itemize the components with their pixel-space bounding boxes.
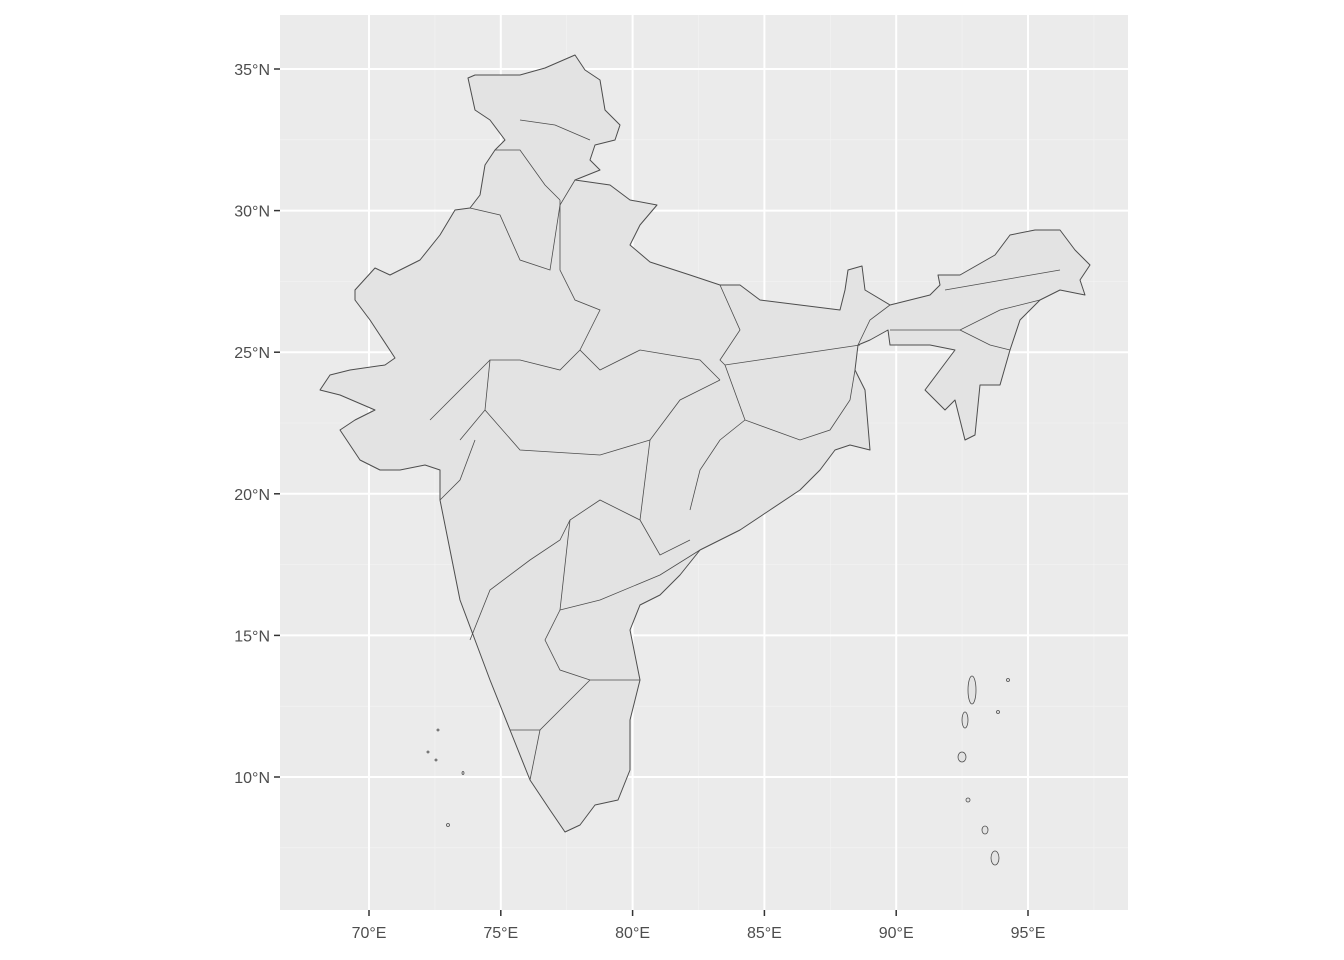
- state-border: [429, 359, 491, 421]
- state-border: [469, 499, 641, 641]
- y-tick-label: 35°N: [234, 62, 270, 79]
- island: [1006, 678, 1010, 682]
- state-border: [890, 299, 1041, 331]
- x-tick-label: 95°E: [1011, 925, 1046, 942]
- island: [961, 711, 969, 729]
- x-tick-label: 80°E: [615, 925, 650, 942]
- island: [434, 758, 438, 762]
- state-border: [439, 439, 476, 501]
- y-tick-label: 10°N: [234, 770, 270, 787]
- state-border: [459, 349, 581, 441]
- y-tick-label: 20°N: [234, 487, 270, 504]
- island: [967, 675, 977, 705]
- island: [436, 728, 440, 732]
- x-tick-label: 85°E: [747, 925, 782, 942]
- y-tick-label: 15°N: [234, 628, 270, 645]
- island: [981, 825, 989, 835]
- state-border: [559, 519, 701, 611]
- india-map: [319, 54, 1091, 866]
- state-border: [559, 200, 721, 381]
- state-border: [857, 304, 891, 346]
- state-border: [469, 179, 576, 271]
- island: [461, 771, 465, 775]
- x-tick-label: 70°E: [352, 925, 387, 942]
- island: [957, 751, 967, 763]
- country-outline: [319, 54, 1091, 833]
- state-border: [544, 609, 640, 681]
- island: [965, 797, 971, 803]
- y-tick-label: 30°N: [234, 204, 270, 221]
- state-border: [484, 409, 651, 456]
- state-border: [519, 119, 591, 141]
- axes: 70°E 75°E 80°E 85°E 90°E 95°E 35°N 30°N 25°N 20°N…: [234, 62, 1045, 942]
- state-border: [639, 379, 721, 556]
- island: [990, 850, 1000, 866]
- y-tick-label: 25°N: [234, 345, 270, 362]
- island: [996, 710, 1000, 714]
- state-border: [959, 329, 1011, 351]
- state-border: [529, 679, 591, 781]
- x-tick-label: 75°E: [483, 925, 518, 942]
- state-border: [944, 269, 1061, 291]
- state-border: [495, 149, 561, 201]
- island: [426, 750, 430, 754]
- state-border: [719, 284, 861, 366]
- state-border: [689, 419, 746, 511]
- x-tick-label: 90°E: [879, 925, 914, 942]
- island: [446, 823, 450, 827]
- state-border: [724, 364, 856, 441]
